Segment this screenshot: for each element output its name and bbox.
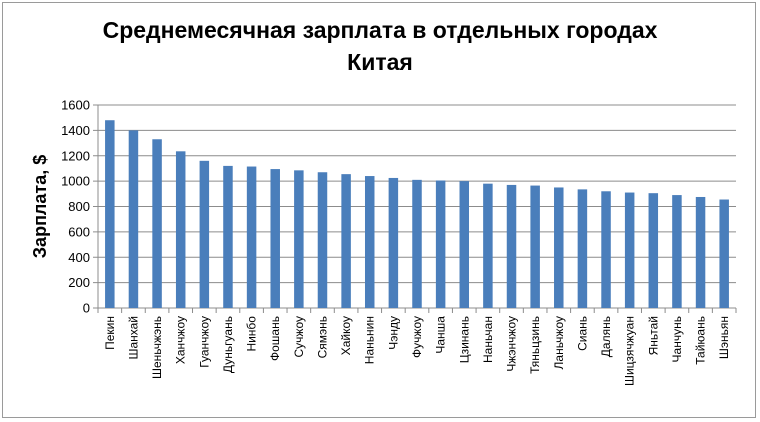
x-tick-label-10: Сямэнь — [315, 316, 329, 358]
bar-14 — [412, 179, 422, 308]
x-tick-label-11: Хайкоу — [339, 316, 353, 355]
y-axis-title: Зарплата, $ — [30, 155, 50, 258]
y-tick-label-600: 600 — [68, 224, 90, 239]
bar-27 — [719, 199, 729, 308]
x-tick-label-25: Чанчунь — [670, 316, 684, 362]
bar-11 — [341, 174, 351, 308]
bar-6 — [223, 165, 233, 308]
bar-18 — [506, 184, 517, 308]
x-tick-label-22: Далянь — [599, 316, 613, 357]
bar-13 — [388, 177, 399, 308]
bar-21 — [577, 189, 588, 308]
x-tick-label-27: Шэньян — [717, 316, 731, 359]
bar-19 — [530, 185, 540, 308]
bar-4 — [175, 151, 186, 308]
x-tick-label-5: Гуанчжоу — [197, 316, 211, 368]
x-tick-label-26: Тайюань — [694, 316, 708, 365]
x-tick-label-4: Ханчжоу — [174, 316, 188, 364]
x-tick-label-7: Нинбо — [245, 316, 259, 352]
bar-17 — [483, 183, 493, 308]
x-tick-label-14: Фучжоу — [410, 316, 424, 358]
bar-12 — [364, 176, 375, 308]
bar-20 — [554, 187, 564, 308]
x-tick-label-15: Чанша — [434, 316, 448, 354]
y-tick-label-400: 400 — [68, 250, 90, 265]
bar-8 — [270, 169, 280, 308]
y-tick-label-0: 0 — [83, 301, 90, 316]
y-tick-label-800: 800 — [68, 199, 90, 214]
bar-26 — [695, 196, 706, 308]
bar-25 — [672, 195, 682, 308]
bar-10 — [317, 172, 328, 308]
x-tick-label-17: Наньчан — [481, 316, 495, 363]
x-tick-label-1: Пекин — [103, 316, 117, 350]
bar-2 — [128, 130, 139, 308]
y-tick-labels: 0 200 400 600 800 1000 1200 1400 1600 — [61, 98, 90, 316]
bar-22 — [601, 191, 611, 308]
x-tick-label-6: Дуньгуань — [221, 316, 235, 373]
x-tick-label-8: Фошань — [268, 316, 282, 361]
x-tick-label-18: Чжэнчжоу — [505, 316, 519, 372]
bar-7 — [246, 166, 257, 308]
x-tick-label-12: Наньнин — [363, 316, 377, 364]
bar-16 — [459, 181, 470, 308]
x-tick-labels: Пекин Шанхай Шеньчжэнь Ханчжоу Гуанчжоу Дуньг… — [103, 316, 731, 386]
y-tick-label-1000: 1000 — [61, 174, 90, 189]
x-tick-label-20: Ланьчжоу — [552, 316, 566, 369]
bar-24 — [648, 193, 659, 308]
chart-title-line-2: Китая — [347, 49, 413, 75]
bar-5 — [199, 160, 210, 308]
y-tick-label-1400: 1400 — [61, 123, 90, 138]
x-tick-label-2: Шанхай — [126, 316, 140, 360]
chart-title-line-1: Среднемесячная зарплата в отдельных горо… — [102, 17, 658, 43]
y-tick-label-1600: 1600 — [61, 98, 90, 113]
bar-15 — [435, 180, 446, 308]
chart-title: Среднемесячная зарплата в отдельных горо… — [0, 14, 760, 78]
x-tick-label-13: Чэнду — [386, 316, 400, 350]
x-tick-label-24: Яньтай — [646, 316, 660, 355]
bars — [105, 120, 729, 308]
bar-23 — [624, 192, 635, 308]
x-tick-label-3: Шеньчжэнь — [150, 316, 164, 379]
bar-1 — [105, 120, 115, 308]
bar-3 — [152, 139, 162, 308]
x-tick-label-21: Сиань — [575, 316, 589, 351]
y-tick-label-1200: 1200 — [61, 148, 90, 163]
x-tick-label-9: Сучжоу — [292, 316, 306, 357]
x-tick-label-16: Цзинань — [457, 316, 471, 363]
x-tick-label-23: Шицзячжуан — [623, 316, 637, 386]
bar-9 — [294, 170, 304, 308]
x-tick-label-19: Тяньцзинь — [528, 316, 542, 374]
y-tick-label-200: 200 — [68, 275, 90, 290]
